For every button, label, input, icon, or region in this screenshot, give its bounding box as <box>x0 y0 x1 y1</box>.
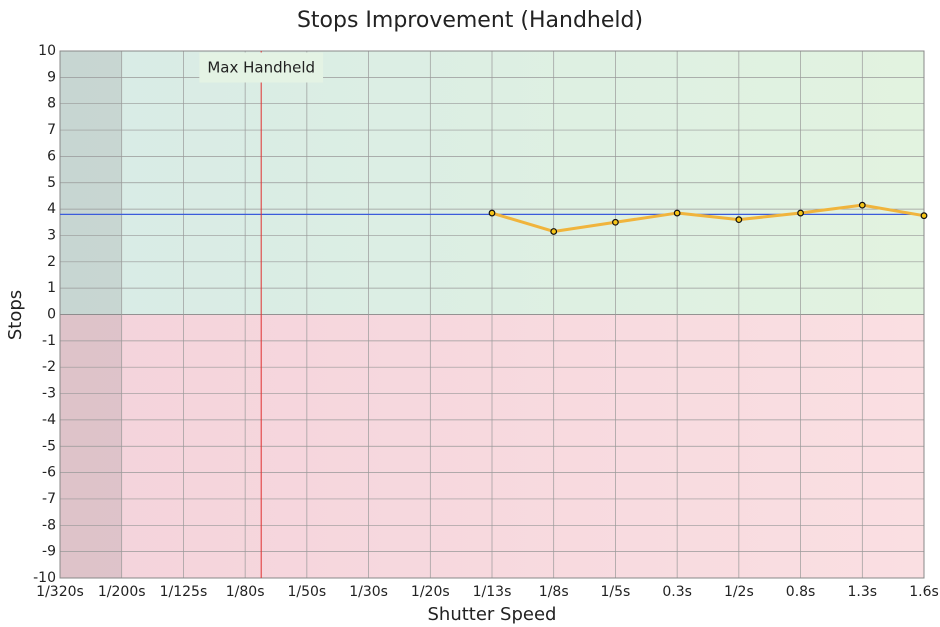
x-tick-label: 1/13s <box>473 584 512 600</box>
annotation-box <box>199 52 324 83</box>
y-tick-label: 0 <box>47 307 56 323</box>
data-point <box>920 212 928 220</box>
y-tick-label: 1 <box>47 280 56 296</box>
x-tick-label: 1/50s <box>287 584 326 600</box>
y-tick-label: 8 <box>47 96 56 112</box>
x-tick-label: 1/200s <box>98 584 146 600</box>
data-point <box>735 216 743 224</box>
y-tick-label: -5 <box>42 438 56 454</box>
y-tick-label: 10 <box>38 43 56 59</box>
y-tick-label: -4 <box>42 412 56 428</box>
y-tick-label: 2 <box>47 254 56 270</box>
x-axis-label: Shutter Speed <box>428 604 557 625</box>
plot-frame <box>59 50 925 579</box>
y-tick-label: -6 <box>42 465 56 481</box>
x-tick-label: 1/5s <box>601 584 631 600</box>
x-tick-label: 1/30s <box>349 584 388 600</box>
x-tick-label: 1/80s <box>226 584 265 600</box>
y-tick-label: -8 <box>42 517 56 533</box>
y-tick-label: 7 <box>47 122 56 138</box>
x-tick-label: 1/2s <box>724 584 754 600</box>
y-tick-label: 5 <box>47 175 56 191</box>
y-tick-label: -7 <box>42 491 56 507</box>
x-tick-label: 0.3s <box>662 584 692 600</box>
data-point <box>612 218 619 226</box>
y-tick-label: -2 <box>42 359 56 375</box>
y-axis-label: Stops <box>5 290 26 340</box>
chart-title: Stops Improvement (Handheld) <box>297 8 643 33</box>
y-tick-label: 9 <box>47 69 56 85</box>
y-tick-label: -3 <box>42 386 56 402</box>
x-tick-label: 1.6s <box>909 584 939 600</box>
x-tick-label: 1/8s <box>539 584 569 600</box>
annotation-label: Max Handheld <box>207 59 315 77</box>
y-tick-label: 4 <box>47 201 56 217</box>
x-tick-label: 1/320s <box>36 584 84 600</box>
x-tick-label: 0.8s <box>786 584 816 600</box>
y-tick-label: -1 <box>42 333 56 349</box>
data-point <box>797 209 804 217</box>
x-tick-label: 1.3s <box>848 584 878 600</box>
x-tick-label: 1/20s <box>411 584 450 600</box>
y-tick-label: -9 <box>42 544 56 560</box>
y-tick-label: -10 <box>33 570 56 586</box>
y-tick-label: 3 <box>47 227 56 243</box>
data-point <box>858 201 866 209</box>
data-point <box>673 209 681 217</box>
x-tick-label: 1/125s <box>160 584 208 600</box>
data-line <box>491 203 925 233</box>
data-point <box>550 228 558 235</box>
data-point <box>488 209 496 217</box>
y-tick-label: 6 <box>47 148 56 164</box>
